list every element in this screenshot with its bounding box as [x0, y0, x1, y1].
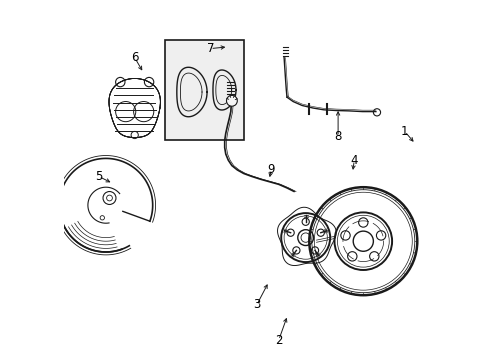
Bar — [165, 40, 244, 140]
Text: 1: 1 — [400, 125, 407, 138]
Text: 6: 6 — [131, 51, 138, 64]
Text: 5: 5 — [95, 170, 102, 183]
Text: 4: 4 — [350, 154, 357, 167]
Text: 3: 3 — [253, 298, 260, 311]
Text: 8: 8 — [334, 130, 341, 143]
Text: 2: 2 — [274, 334, 282, 347]
Text: 7: 7 — [206, 42, 214, 55]
Circle shape — [226, 95, 237, 106]
Text: 9: 9 — [267, 163, 275, 176]
